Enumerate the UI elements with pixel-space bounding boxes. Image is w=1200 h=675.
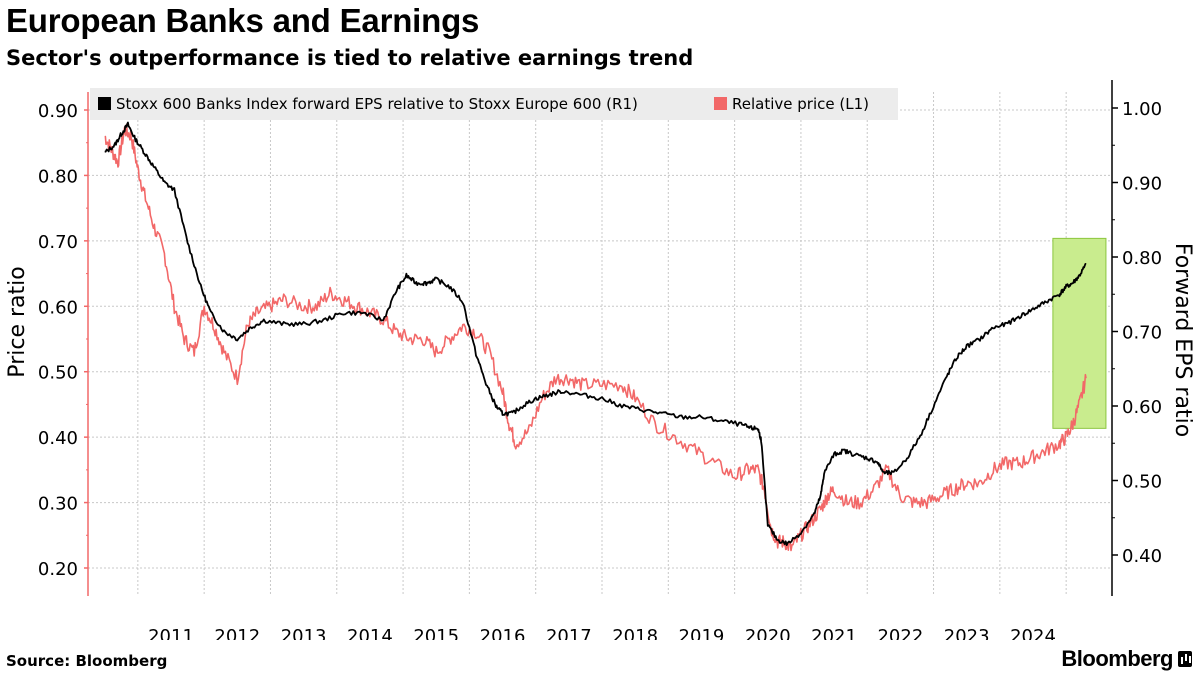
right-tick-label: 0.50: [1122, 472, 1162, 493]
right-tick-label: 0.80: [1122, 248, 1162, 269]
x-tick-label: 2024: [1010, 626, 1056, 640]
left-tick-label: 0.80: [38, 166, 78, 187]
right-tick-label: 0.40: [1122, 546, 1162, 567]
x-tick-label: 2018: [612, 626, 658, 640]
brand-wordmark: Bloomberg: [1061, 646, 1173, 671]
legend-background: [90, 88, 898, 120]
chart-title: European Banks and Earnings: [6, 2, 480, 39]
left-tick-label: 0.90: [38, 101, 78, 122]
left-tick-label: 0.50: [38, 363, 78, 384]
chart-badge-icon: [1178, 651, 1192, 667]
x-tick-label: 2014: [347, 626, 393, 640]
x-tick-label: 2015: [413, 626, 459, 640]
x-tick-label: 2013: [281, 626, 327, 640]
right-tick-label: 0.70: [1122, 323, 1162, 344]
x-tick-label: 2016: [480, 626, 526, 640]
x-tick-label: 2017: [546, 626, 592, 640]
source-note: Source: Bloomberg: [6, 652, 168, 670]
x-tick-label: 2022: [877, 626, 923, 640]
series-line-forward-eps: [104, 121, 1087, 546]
x-tick-label: 2021: [811, 626, 857, 640]
series-line-relative-price: [104, 123, 1087, 552]
x-tick-label: 2023: [944, 626, 990, 640]
legend: Stoxx 600 Banks Index forward EPS relati…: [90, 88, 898, 120]
x-tick-label: 2020: [745, 626, 791, 640]
left-tick-label: 0.70: [38, 232, 78, 253]
left-tick-label: 0.60: [38, 297, 78, 318]
chart-subtitle: Sector's outperformance is tied to relat…: [6, 46, 694, 70]
right-tick-label: 0.90: [1122, 174, 1162, 195]
axes: 0.90 0.80 0.70 0.60 0.50 0.40 0.30 0.20 1.00 0.90…: [38, 80, 1162, 640]
line-chart: 0.90 0.80 0.70 0.60 0.50 0.40 0.30 0.20 1.00 0.90…: [5, 80, 1195, 640]
right-tick-label: 0.60: [1122, 397, 1162, 418]
right-axis-title: Forward EPS ratio: [1170, 243, 1195, 437]
x-tick-label: 2011: [148, 626, 194, 640]
series-lines: [104, 121, 1087, 552]
legend-label-eps: Stoxx 600 Banks Index forward EPS relati…: [116, 95, 638, 113]
bloomberg-logo: Bloomberg: [1061, 646, 1192, 672]
x-tick-label: 2012: [214, 626, 260, 640]
left-tick-label: 0.30: [38, 494, 78, 515]
legend-swatch-price: [714, 97, 727, 110]
legend-label-price: Relative price (L1): [732, 95, 869, 113]
left-tick-label: 0.40: [38, 428, 78, 449]
legend-swatch-eps: [98, 97, 111, 110]
right-tick-label: 1.00: [1122, 99, 1162, 120]
gridlines: [88, 92, 1112, 596]
x-tick-label: 2019: [679, 626, 725, 640]
left-tick-label: 0.20: [38, 559, 78, 580]
left-axis-title: Price ratio: [5, 266, 30, 377]
